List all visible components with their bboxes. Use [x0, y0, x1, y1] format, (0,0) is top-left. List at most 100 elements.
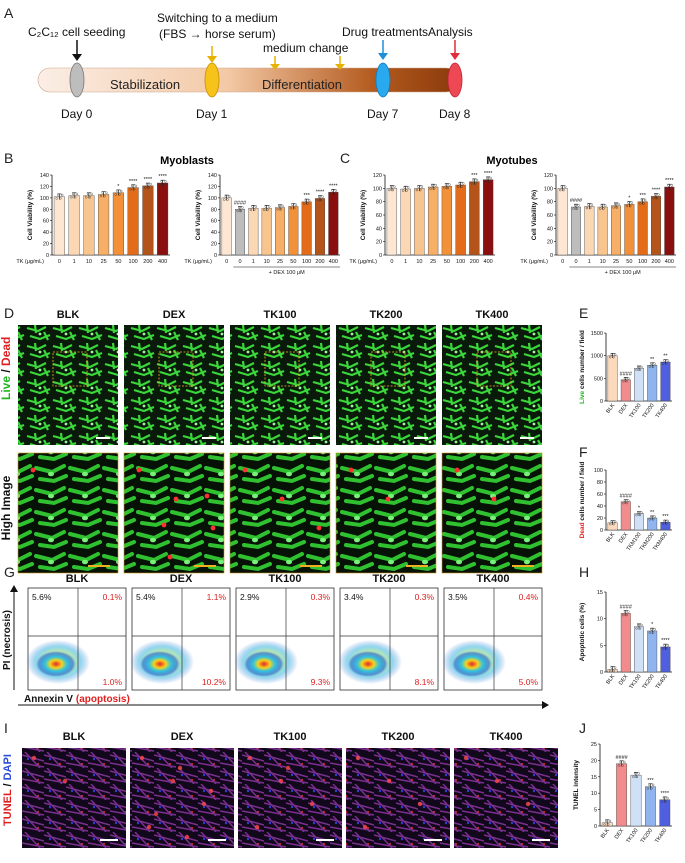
bar-B1-4	[112, 192, 124, 256]
data-point	[475, 178, 479, 182]
y-tick-label: 1000	[591, 354, 603, 360]
y-tick-label: 60	[597, 492, 603, 498]
data-point	[254, 205, 258, 208]
data-point	[615, 206, 619, 209]
data-point	[391, 188, 394, 192]
dex-label: + DEX 100 μM	[605, 270, 641, 276]
tunel-positive-spot	[309, 801, 315, 807]
quadrant-ul-value: 3.4%	[344, 592, 364, 602]
data-point	[609, 355, 612, 359]
data-point	[562, 188, 565, 192]
high-image-tk400	[441, 452, 543, 574]
category-label: BLK	[605, 402, 616, 414]
y-axis-label: Cell Viability (%)	[27, 190, 34, 240]
data-point	[622, 613, 625, 617]
seeding-label: C₂C₁₂ cell seeding	[28, 25, 125, 39]
data-point	[637, 623, 640, 627]
data-point	[227, 194, 231, 198]
data-point	[640, 623, 643, 627]
high-image-dex	[123, 452, 225, 574]
tunel-positive-spot	[208, 788, 214, 794]
y-tick-label: 40	[547, 226, 553, 232]
data-point	[249, 208, 253, 212]
tunel-positive-spot	[153, 811, 159, 817]
bar-B2-5	[288, 206, 299, 256]
significance-label: **	[650, 357, 655, 363]
category-label: 200	[143, 259, 152, 265]
data-point	[318, 195, 321, 198]
category-label: 1	[252, 259, 255, 265]
significance-label: ####	[570, 198, 583, 204]
significance-label: ****	[158, 174, 167, 180]
significance-label: ****	[661, 638, 670, 644]
data-point	[434, 184, 437, 187]
data-point	[668, 187, 672, 190]
significance-label: *	[638, 506, 641, 512]
bar-B2-0	[221, 197, 232, 256]
data-point	[393, 185, 396, 188]
data-point	[666, 519, 670, 523]
data-point	[617, 764, 621, 767]
data-point	[252, 208, 256, 212]
data-point	[613, 353, 617, 356]
tunel-image-tk200	[346, 748, 450, 848]
category-label: TK100	[628, 403, 642, 420]
data-point	[406, 186, 410, 189]
data-point	[239, 209, 243, 213]
data-point	[304, 198, 308, 202]
flow-group-label-tk400: TK400	[476, 573, 509, 585]
y-axis-label: Cell Viability (%)	[360, 190, 367, 240]
data-point	[334, 189, 338, 192]
category-label: 50	[444, 259, 450, 265]
y-tick-label: 10	[597, 617, 603, 623]
data-point	[131, 184, 134, 188]
y-axis-label: Cell Viability (%)	[531, 190, 538, 240]
y-tick-label: 20	[376, 240, 382, 246]
quadrant-ur-value: 1.1%	[207, 592, 227, 602]
dead-cell-spot	[161, 522, 167, 528]
panel-letter-e: E	[579, 305, 588, 321]
x-axis-label: TK (μg/mL)	[520, 259, 548, 265]
data-point	[403, 186, 407, 189]
significance-label: ***	[639, 193, 646, 199]
y-tick-label: 20	[547, 240, 553, 246]
flow-group-label-blk: BLK	[66, 573, 89, 585]
y-tick-label: 120	[208, 184, 217, 190]
data-point	[103, 194, 106, 198]
day7-label: Day 7	[367, 107, 399, 121]
significance-label: ***	[303, 193, 310, 199]
y-tick-label: 0	[379, 253, 382, 259]
flow-scatter-core	[452, 651, 492, 677]
category-label: BLK	[605, 673, 616, 685]
tunel-positive-spot	[247, 755, 253, 761]
y-axis-label: Apoptotic cells (%)	[579, 603, 586, 662]
data-point	[614, 202, 617, 206]
data-point	[461, 182, 465, 185]
bar-B1-1	[68, 195, 80, 256]
y-tick-label: 5	[600, 643, 603, 649]
data-point	[292, 206, 296, 210]
flow-scatter-core	[140, 651, 180, 677]
y-tick-label: 25	[591, 742, 597, 748]
tunel-positive-spot	[278, 778, 284, 784]
panel-letter-j: J	[579, 720, 586, 736]
quadrant-lr-value: 1.0%	[103, 677, 123, 687]
data-point	[460, 185, 463, 188]
high-image-blk	[17, 452, 119, 574]
data-point	[610, 520, 614, 523]
category-label: 1	[73, 259, 76, 265]
data-point	[670, 184, 674, 187]
data-point	[663, 519, 666, 523]
data-point	[72, 192, 75, 196]
data-point	[613, 666, 617, 669]
bar-B2-4	[275, 207, 286, 256]
category-label: 1	[588, 259, 591, 265]
zoom-box	[158, 351, 194, 387]
data-point	[637, 365, 640, 369]
data-point	[603, 823, 606, 826]
data-point	[278, 204, 281, 208]
significance-label: ****	[129, 179, 138, 185]
tunel-positive-spot	[525, 801, 531, 807]
tunel-image-tk400	[454, 748, 558, 848]
